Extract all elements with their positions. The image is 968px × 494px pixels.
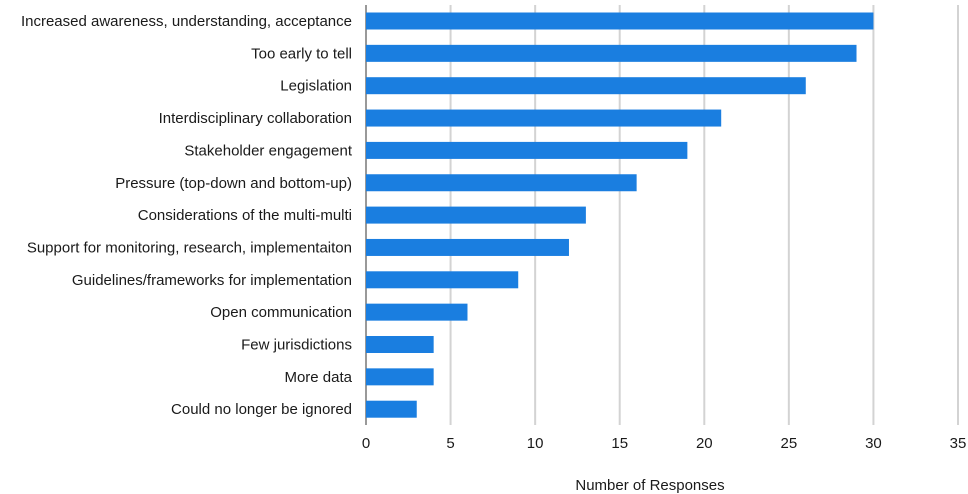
x-tick-label: 20 [696, 435, 713, 452]
category-label: Support for monitoring, research, implem… [27, 239, 352, 256]
bar [366, 303, 468, 321]
category-label: Few jurisdictions [241, 337, 352, 354]
bar [366, 238, 569, 256]
category-label: Interdisciplinary collaboration [159, 110, 352, 127]
category-label: Pressure (top-down and bottom-up) [115, 175, 352, 192]
bar [366, 336, 434, 353]
category-label: Open communication [210, 304, 352, 321]
x-tick-label: 25 [781, 435, 798, 452]
category-label: Stakeholder engagement [184, 142, 352, 159]
x-tick-label: 15 [611, 435, 628, 452]
x-tick-label: 0 [362, 435, 370, 452]
bar [366, 271, 519, 289]
category-label: Could no longer be ignored [171, 401, 352, 418]
category-labels: Increased awareness, understanding, acce… [21, 13, 353, 418]
bar [366, 174, 637, 192]
category-label: More data [284, 369, 352, 386]
x-tick-labels: 0 5 10 15 20 25 30 35 [362, 435, 967, 452]
category-label: Too early to tell [251, 45, 352, 62]
x-tick-label: 5 [446, 435, 454, 452]
bar [366, 368, 434, 386]
x-tick-label: 35 [950, 435, 967, 452]
x-tick-label: 30 [865, 435, 882, 452]
bar [366, 141, 688, 159]
bar [366, 44, 857, 62]
category-label: Increased awareness, understanding, acce… [21, 13, 352, 30]
bar [366, 77, 806, 95]
category-label: Considerations of the multi-multi [138, 207, 352, 224]
bar [366, 206, 586, 224]
bar [366, 12, 874, 30]
x-tick-label: 10 [527, 435, 544, 452]
x-axis-title: Number of Responses [575, 477, 724, 494]
bar [366, 109, 722, 127]
bars [366, 12, 874, 418]
category-label: Guidelines/frameworks for implementation [72, 272, 352, 289]
bar [366, 400, 417, 418]
category-label: Legislation [280, 78, 352, 95]
